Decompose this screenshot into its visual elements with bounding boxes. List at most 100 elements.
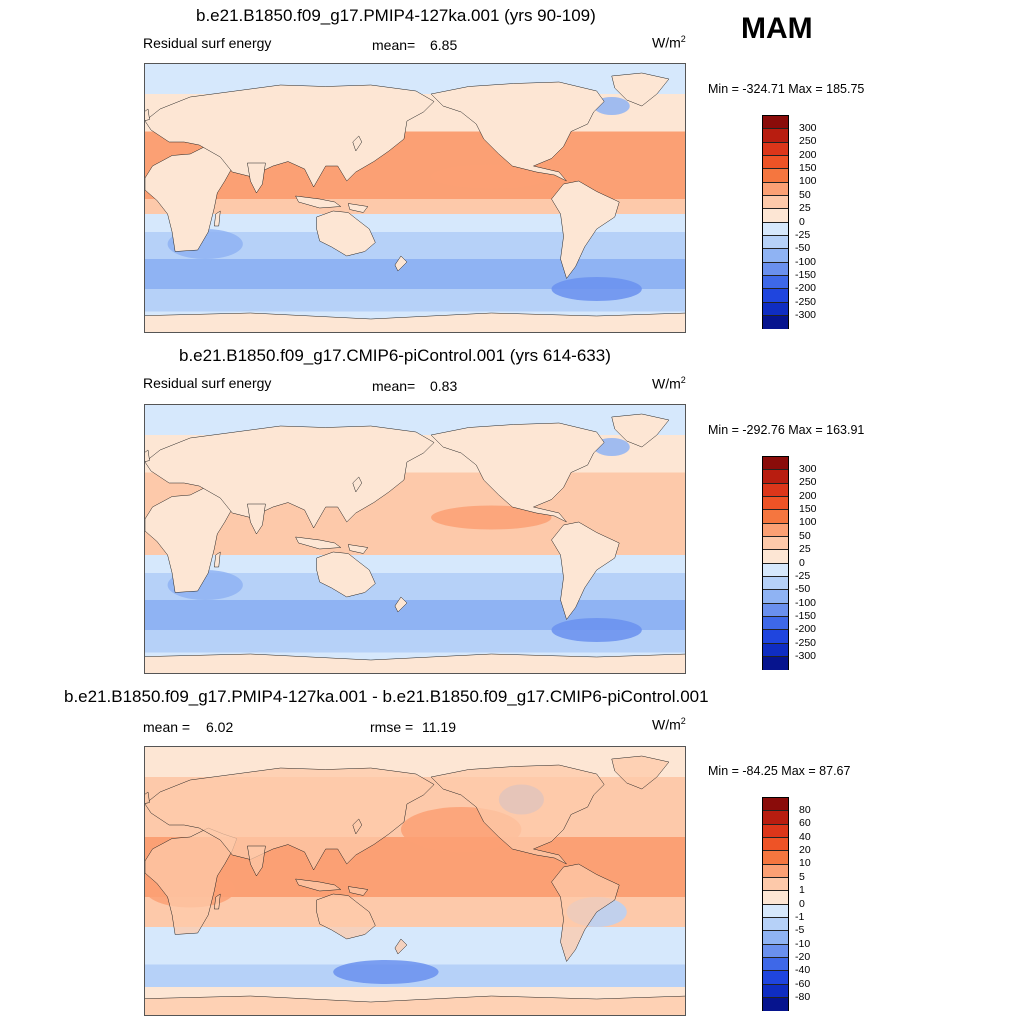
colorbar-swatch (763, 837, 788, 852)
field-band (145, 645, 685, 653)
colorbar-tick-label: -250 (795, 636, 817, 649)
field-band (145, 64, 685, 94)
field-band (145, 897, 685, 915)
field-anomaly (431, 164, 552, 189)
colorbar-tick-label: 150 (799, 162, 817, 174)
colorbar-swatch (763, 931, 788, 945)
colorbar-swatch (763, 971, 788, 985)
colorbar-tick-label: 25 (799, 202, 811, 215)
field-band (145, 882, 685, 897)
panel-2-map (144, 404, 686, 674)
field-band (145, 289, 685, 304)
panel-1-variable-label: Residual surf energy (143, 35, 272, 51)
field-band (145, 405, 685, 435)
colorbar-swatch (763, 798, 788, 812)
continent-outline (612, 756, 669, 789)
continent-outline (353, 819, 362, 834)
field-band (145, 573, 685, 585)
continent-outline (348, 545, 368, 554)
colorbar-tick-label: -25 (795, 569, 811, 582)
field-anomaly (551, 618, 642, 642)
colorbar-swatch (763, 536, 788, 551)
colorbar-tick-label: 100 (799, 516, 817, 529)
colorbar-tick-label: 20 (799, 844, 811, 856)
panel-1-mean-value: 6.85 (430, 37, 458, 53)
panel-1-colorbar (762, 115, 789, 330)
continent-outline (145, 450, 150, 462)
colorbar-swatch (763, 590, 788, 604)
field-band (145, 555, 685, 573)
colorbar-swatch (763, 249, 788, 263)
colorbar-swatch (763, 470, 788, 484)
colorbar-tick-label: -1 (795, 910, 805, 923)
colorbar-tick-label: 0 (799, 897, 805, 910)
continent-outline (145, 792, 150, 804)
colorbar-swatch (763, 275, 788, 290)
panel-2-colorbar-labels: 300 250 200 150 100 50 25 0 -25 -50 -100 -150 -200 -2… (795, 456, 835, 670)
colorbar-tick-label: -150 (795, 610, 817, 622)
panel-2-title: b.e21.B1850.f09_g17.CMIP6-piControl.001 … (179, 346, 611, 365)
panel-2-variable-label: Residual surf energy (143, 375, 272, 391)
colorbar-tick-label: 1 (799, 884, 805, 897)
field-band (145, 199, 685, 214)
continent-outline (247, 163, 265, 193)
colorbar-swatch (763, 851, 788, 865)
panel-3-units: W/m2 (652, 716, 686, 733)
continent-outline (431, 765, 604, 864)
panel-2-units: W/m2 (652, 375, 686, 392)
continent-outline (145, 426, 434, 528)
colorbar-tick-label: 250 (799, 476, 817, 489)
continent-outline (395, 597, 407, 612)
colorbar-tick-label: 300 (799, 121, 817, 134)
colorbar-tick-label: 200 (799, 489, 817, 502)
colorbar-tick-label: -40 (795, 964, 811, 977)
continent-outline (353, 136, 362, 151)
colorbar-tick-label: 300 (799, 462, 817, 475)
panel-3-title: b.e21.B1850.f09_g17.PMIP4-127ka.001 - b.… (64, 687, 709, 706)
panel-3-mean-value: 6.02 (206, 719, 234, 735)
colorbar-tick-label: -25 (795, 228, 811, 241)
colorbar-swatch (763, 917, 788, 932)
continent-outline (145, 313, 685, 332)
field-band (145, 630, 685, 645)
continent-outline (247, 846, 265, 876)
colorbar-swatch (763, 984, 788, 998)
colorbar-swatch (763, 891, 788, 905)
continent-outline (317, 894, 376, 939)
colorbar-swatch (763, 576, 788, 591)
continent-outline (296, 879, 341, 891)
panel-1-map (144, 63, 686, 333)
colorbar-tick-label: -50 (795, 583, 811, 596)
panel-3-mean-label: mean = (143, 719, 191, 735)
colorbar-swatch (763, 957, 788, 972)
continent-outline (145, 654, 685, 673)
colorbar-swatch (763, 169, 788, 183)
panel-2-mean-label: mean= (372, 378, 416, 394)
colorbar-swatch (763, 195, 788, 210)
field-band (145, 244, 685, 259)
panel-1-mean-label: mean= (372, 37, 416, 53)
panel-2-min-max: Min = -292.76 Max = 163.91 (708, 423, 865, 437)
panel-1-units: W/m2 (652, 34, 686, 51)
continent-outline (552, 864, 620, 962)
colorbar-tick-label: 25 (799, 543, 811, 556)
continent-outline (214, 894, 220, 909)
colorbar-swatch (763, 182, 788, 196)
colorbar-tick-label: -5 (795, 924, 805, 937)
colorbar-tick-label: 200 (799, 148, 817, 161)
colorbar-swatch (763, 315, 788, 330)
colorbar-swatch (763, 630, 788, 644)
colorbar-swatch (763, 824, 788, 838)
field-anomaly (431, 505, 552, 530)
colorbar-swatch (763, 997, 788, 1012)
colorbar-tick-label: 80 (799, 803, 811, 816)
colorbar-tick-label: 100 (799, 175, 817, 188)
colorbar-swatch (763, 116, 788, 130)
panel-3-rmse-value: 11.19 (422, 719, 456, 735)
continent-outline (296, 537, 341, 549)
continent-outline (296, 196, 341, 208)
colorbar-swatch (763, 155, 788, 170)
colorbar-swatch (763, 944, 788, 958)
panel-3-min-max: Min = -84.25 Max = 87.67 (708, 764, 851, 778)
colorbar-swatch (763, 904, 788, 918)
